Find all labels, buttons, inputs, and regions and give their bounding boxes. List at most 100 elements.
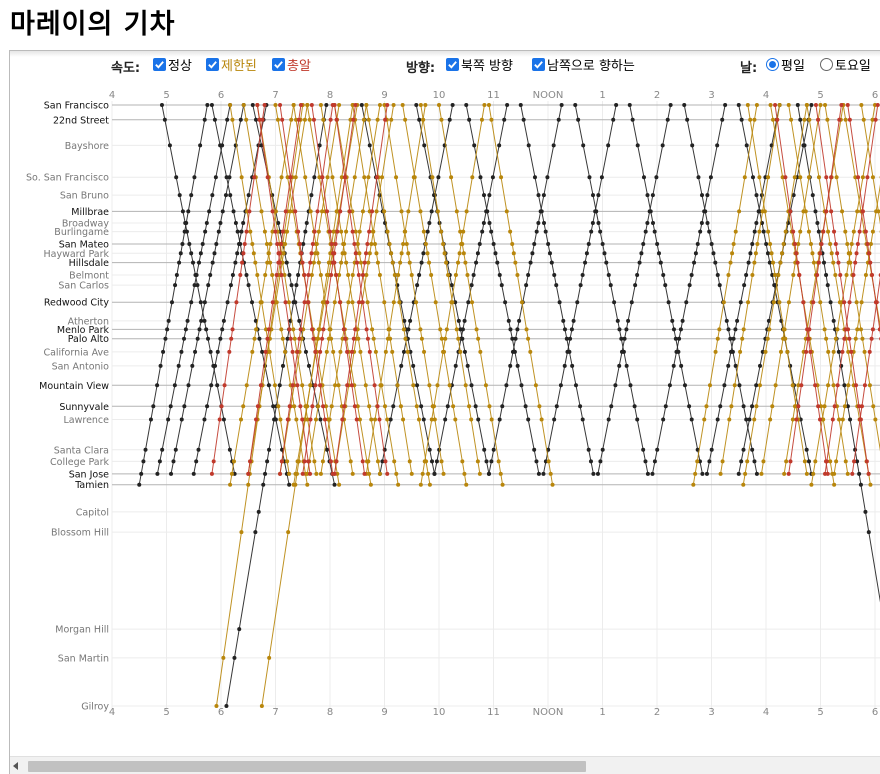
train-path (860, 104, 880, 225)
train-stop-dot (312, 459, 317, 464)
train-stop-dot (275, 241, 280, 246)
train-stop-dot (270, 209, 275, 214)
station-label: San Martin (58, 653, 109, 664)
train-stop-dot (778, 260, 783, 265)
station-label: 22nd Street (53, 115, 109, 126)
train-stop-dot (394, 175, 399, 180)
train-stop-dot (273, 417, 278, 422)
train-stop-dot (503, 300, 508, 305)
train-stop-dot (212, 117, 217, 122)
train-stop-dot (831, 260, 836, 265)
train-path (334, 104, 395, 474)
train-stop-dot (357, 300, 362, 305)
train-stop-dot (426, 471, 431, 476)
train-stop-dot (237, 627, 242, 632)
train-stop-dot (338, 300, 343, 305)
train-stop-dot (321, 404, 326, 409)
train-stop-dot (764, 241, 769, 246)
horizontal-scrollbar[interactable] (10, 756, 880, 774)
train-stop-dot (518, 103, 523, 107)
train-stop-dot (707, 229, 712, 234)
train-stop-dot (635, 417, 640, 422)
train-stop-dot (418, 482, 423, 487)
day-weekday-option[interactable]: 평일 (766, 55, 805, 74)
train-stop-dot (307, 117, 312, 122)
direction-north-option[interactable]: 북쪽 방향 (446, 55, 513, 74)
train-stop-dot (781, 241, 786, 246)
radio-unselected-icon[interactable] (820, 58, 833, 71)
train-stop-dot (357, 251, 362, 256)
x-tick-label-bottom: 5 (163, 707, 169, 718)
train-stop-dot (561, 318, 566, 323)
train-stop-dot (486, 471, 491, 476)
checkbox-checked-icon[interactable] (446, 58, 459, 71)
train-path (256, 104, 311, 474)
train-stop-dot (330, 471, 335, 476)
train-stop-dot (547, 251, 552, 256)
train-stop-dot (828, 241, 833, 246)
train-stop-dot (599, 175, 604, 180)
train-stop-dot (539, 417, 544, 422)
train-stop-dot (227, 175, 232, 180)
train-stop-dot (255, 103, 260, 107)
train-path (365, 104, 431, 485)
scrollbar-thumb[interactable] (28, 761, 586, 772)
train-stop-dot (248, 459, 253, 464)
train-stop-dot (598, 229, 603, 234)
speed-normal-option[interactable]: 정상 (153, 55, 192, 74)
train-stop-dot (526, 143, 531, 148)
train-stop-dot (391, 404, 396, 409)
train-stop-dot (757, 229, 762, 234)
train-stop-dot (267, 447, 272, 452)
train-stop-dot (280, 117, 285, 122)
radio-selected-icon[interactable] (766, 58, 779, 71)
train-stop-dot (405, 349, 410, 354)
train-normal-south (209, 103, 292, 487)
filter-controls: 속도: 정상 제한된 총알 방향: 북쪽 방향 남쪽으로 향하는 날: 평일 (10, 55, 880, 77)
train-stop-dot (306, 300, 311, 305)
day-saturday-option[interactable]: 토요일 (820, 55, 871, 74)
train-stop-dot (550, 482, 555, 487)
train-stop-dot (403, 336, 408, 341)
train-stop-dot (450, 103, 455, 107)
train-stop-dot (255, 404, 260, 409)
train-stop-dot (606, 143, 611, 148)
train-stop-dot (353, 229, 358, 234)
x-tick-label-bottom: 9 (381, 707, 387, 718)
train-stop-dot (308, 471, 313, 476)
scroll-left-arrow-icon[interactable] (13, 762, 18, 770)
train-stop-dot (786, 103, 791, 107)
train-stop-dot (866, 251, 871, 256)
train-stop-dot (665, 117, 670, 122)
train-stop-dot (333, 383, 338, 388)
train-stop-dot (439, 459, 444, 464)
speed-limited-option[interactable]: 제한된 (206, 55, 257, 74)
speed-bullet-option[interactable]: 총알 (272, 55, 311, 74)
train-stop-dot (815, 273, 820, 278)
train-stop-dot (855, 459, 860, 464)
checkbox-checked-icon[interactable] (532, 58, 545, 71)
checkbox-checked-icon[interactable] (272, 58, 285, 71)
train-stop-dot (532, 175, 537, 180)
train-stop-dot (831, 349, 836, 354)
train-stop-dot (272, 383, 277, 388)
train-stop-dot (807, 117, 812, 122)
train-stop-dot (418, 209, 423, 214)
speed-label: 속도: (111, 61, 141, 76)
checkbox-checked-icon[interactable] (206, 58, 219, 71)
train-stop-dot (811, 260, 816, 265)
train-stop-dot (870, 327, 875, 332)
train-stop-dot (268, 241, 273, 246)
train-stop-dot (334, 273, 339, 278)
checkbox-checked-icon[interactable] (153, 58, 166, 71)
direction-south-option[interactable]: 남쪽으로 향하는 (532, 55, 635, 74)
train-stop-dot (276, 404, 281, 409)
train-stop-dot (456, 318, 461, 323)
train-stop-dot (238, 117, 243, 122)
train-stop-dot (795, 103, 800, 107)
train-stop-dot (225, 300, 230, 305)
x-tick-label-top: 6 (872, 90, 878, 101)
train-stop-dot (197, 327, 202, 332)
train-stop-dot (552, 417, 557, 422)
train-stop-dot (320, 175, 325, 180)
